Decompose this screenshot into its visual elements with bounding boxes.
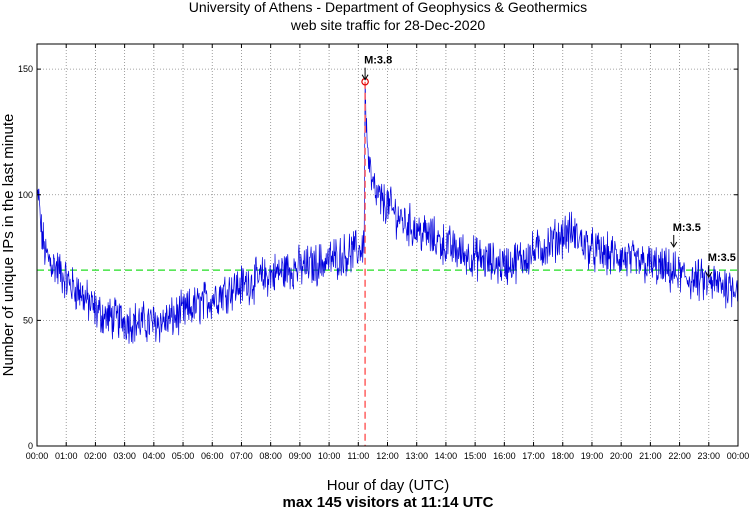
x-tick-label: 02:00 — [84, 451, 107, 461]
y-tick-label: 0 — [28, 441, 33, 451]
x-tick-label: 05:00 — [172, 451, 195, 461]
x-tick-label: 00:00 — [727, 451, 750, 461]
event-label: M:3.5 — [708, 252, 736, 264]
x-tick-label: 00:00 — [26, 451, 49, 461]
x-axis-label: Hour of day (UTC) — [327, 477, 450, 494]
x-tick-label: 01:00 — [55, 451, 78, 461]
x-tick-label: 20:00 — [610, 451, 633, 461]
chart-subtitle: web site traffic for 28-Dec-2020 — [290, 17, 485, 33]
x-tick-label: 09:00 — [289, 451, 312, 461]
x-tick-label: 19:00 — [581, 451, 604, 461]
event-arrow-head — [705, 271, 713, 279]
x-tick-label: 22:00 — [668, 451, 691, 461]
y-tick-label: 50 — [23, 315, 33, 325]
x-tick-label: 12:00 — [376, 451, 399, 461]
x-tick-label: 11:00 — [347, 451, 369, 461]
x-tick-label: 13:00 — [405, 451, 428, 461]
y-axis-ticks: 0 50 100 150 — [18, 64, 738, 451]
x-tick-label: 08:00 — [259, 451, 282, 461]
x-tick-label: 07:00 — [230, 451, 253, 461]
x-tick-label: 17:00 — [522, 451, 545, 461]
x-tick-label: 10:00 — [318, 451, 341, 461]
y-tick-label: 150 — [18, 64, 33, 74]
x-tick-label: 23:00 — [698, 451, 721, 461]
event-annotations: M:3.8 M:3.5 M:3.5 — [361, 55, 736, 279]
max-caption: max 145 visitors at 11:14 UTC — [283, 494, 494, 511]
x-tick-label: 14:00 — [435, 451, 458, 461]
event-label: M:3.5 — [673, 222, 701, 234]
x-axis-ticks: 00:00 01:00 02:00 03:00 04:00 05:00 06:00 07:00… — [26, 44, 750, 461]
x-tick-label: 06:00 — [201, 451, 224, 461]
x-tick-label: 16:00 — [493, 451, 516, 461]
x-tick-label: 04:00 — [143, 451, 166, 461]
series-line-visitors — [36, 81, 739, 344]
x-tick-label: 21:00 — [639, 451, 662, 461]
x-tick-label: 03:00 — [113, 451, 136, 461]
grid-lines — [37, 44, 738, 446]
event-label: M:3.8 — [364, 55, 392, 67]
x-tick-label: 18:00 — [551, 451, 574, 461]
y-axis-label: Number of unique IPs in the last minute — [0, 114, 17, 377]
event-arrow-head — [361, 74, 369, 81]
x-tick-label: 15:00 — [464, 451, 487, 461]
chart-title: University of Athens - Department of Geo… — [189, 0, 587, 15]
event-arrow-head — [670, 241, 678, 248]
y-tick-label: 100 — [18, 190, 33, 200]
